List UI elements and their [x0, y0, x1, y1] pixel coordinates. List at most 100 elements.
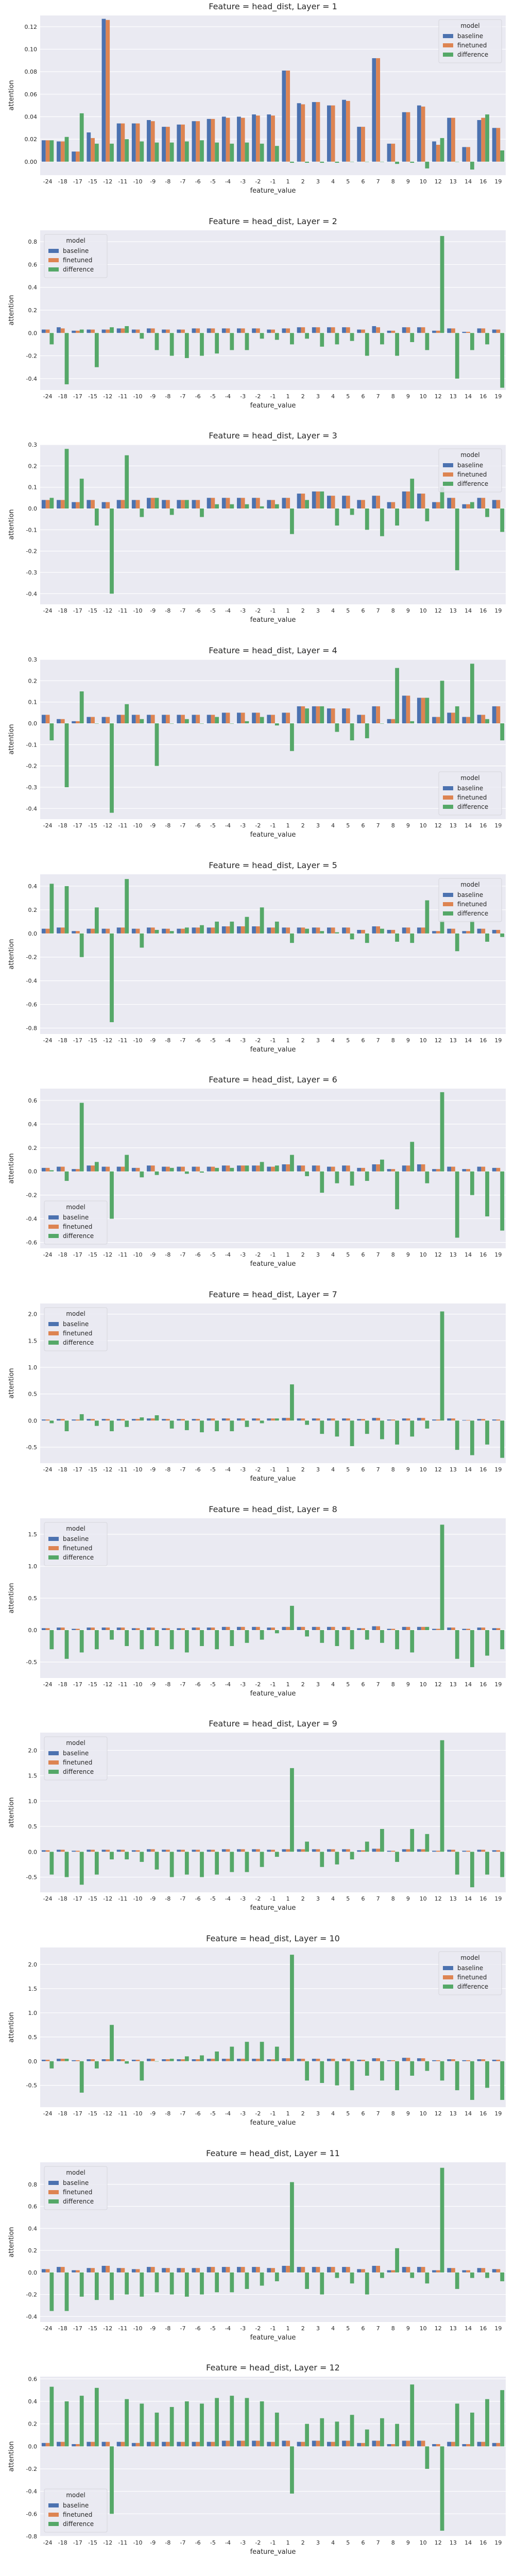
x-tick-label: -6 [195, 393, 201, 400]
x-tick-label: -18 [58, 1037, 67, 1044]
bar-finetuned [466, 1629, 470, 1630]
bar-finetuned [45, 2443, 50, 2447]
bar-finetuned [76, 721, 80, 723]
bar-baseline [237, 1418, 241, 1421]
bar-difference [440, 1524, 444, 1630]
bar-finetuned [421, 494, 425, 509]
x-tick-label: 5 [346, 822, 350, 829]
x-tick-label: -11 [118, 178, 127, 185]
x-tick-label: -24 [43, 1895, 53, 1902]
legend-entry: finetuned [457, 794, 487, 801]
bar-difference [94, 907, 99, 934]
bar-finetuned [106, 1166, 110, 1172]
bar-baseline [147, 1849, 151, 1852]
bar-baseline [357, 1628, 362, 1630]
y-tick-label: -0.8 [26, 2533, 37, 2540]
bar-finetuned [60, 719, 65, 723]
bar-difference [455, 1420, 459, 1450]
bar-baseline [432, 1419, 436, 1421]
y-axis-label: attention [8, 939, 15, 969]
bar-finetuned [331, 496, 335, 509]
legend-title: model [460, 22, 479, 29]
bar-baseline [477, 1627, 482, 1630]
bar-difference [500, 2061, 505, 2100]
x-tick-label: 6 [361, 2325, 365, 2332]
bar-difference [154, 723, 159, 766]
x-tick-label: 19 [494, 1895, 502, 1902]
bar-difference [79, 1630, 84, 1653]
bar-baseline [387, 719, 391, 723]
bar-difference [245, 2398, 249, 2447]
y-tick-label: 0.2 [28, 677, 37, 684]
bar-finetuned [301, 927, 305, 934]
bar-finetuned [226, 1849, 230, 1852]
legend-swatch [48, 258, 59, 262]
x-tick-label: 7 [376, 1037, 380, 1044]
x-tick-label: -11 [118, 393, 127, 400]
y-tick-label: -0.5 [26, 1444, 37, 1451]
bar-baseline [131, 715, 136, 723]
y-tick-label: 0.0 [28, 1168, 37, 1175]
bar-finetuned [406, 696, 410, 723]
bar-baseline [432, 717, 436, 723]
bar-difference [215, 2051, 219, 2061]
x-tick-label: -7 [180, 1466, 186, 1473]
bar-finetuned [76, 2270, 80, 2273]
legend-entry: difference [63, 2198, 94, 2205]
x-tick-label: -9 [150, 607, 156, 614]
x-tick-label: -2 [255, 1251, 261, 1258]
x-tick-label: -24 [43, 822, 53, 829]
bar-difference [500, 1172, 505, 1231]
bar-baseline [237, 498, 241, 509]
bar-finetuned [165, 127, 170, 162]
y-tick-label: 1.5 [28, 1986, 37, 1992]
bar-difference [395, 1172, 399, 1210]
bar-difference [365, 2429, 369, 2447]
bar-finetuned [361, 1628, 365, 1630]
bar-difference [49, 1170, 54, 1172]
bar-difference [140, 141, 144, 162]
bar-finetuned [376, 706, 381, 723]
bar-finetuned [421, 2266, 425, 2273]
bar-baseline [192, 927, 196, 934]
x-tick-label: 13 [450, 2325, 457, 2332]
bar-baseline [57, 141, 61, 162]
x-tick-label: 14 [465, 1895, 472, 1902]
bar-baseline [41, 329, 46, 333]
bar-difference [260, 1162, 264, 1172]
x-tick-label: 3 [316, 2539, 320, 2546]
bar-baseline [221, 2441, 226, 2447]
bar-difference [320, 1852, 324, 1868]
bar-finetuned [181, 500, 185, 509]
bar-baseline [237, 1849, 241, 1852]
legend-box [438, 19, 502, 63]
legend-title: model [460, 774, 479, 782]
plot-area [40, 1303, 506, 1463]
bar-finetuned [241, 1165, 245, 1172]
bar-difference [154, 142, 159, 162]
bar-finetuned [165, 928, 170, 934]
bar-finetuned [196, 121, 200, 162]
y-tick-label: 0.04 [25, 113, 37, 120]
bar-difference [425, 161, 430, 168]
y-tick-label: 0.2 [28, 463, 37, 470]
x-tick-label: -17 [73, 1895, 82, 1902]
bar-finetuned [135, 2059, 140, 2061]
bar-baseline [41, 1628, 46, 1630]
bar-difference [485, 2399, 489, 2447]
x-tick-label: 16 [479, 607, 487, 614]
bar-difference [169, 1630, 174, 1649]
bar-difference [380, 1829, 384, 1852]
bar-baseline [147, 1165, 151, 1172]
bar-baseline [87, 2267, 91, 2273]
x-tick-label: 12 [435, 1681, 442, 1688]
bar-difference [125, 2399, 129, 2447]
x-tick-label: 1 [286, 393, 290, 400]
bar-baseline [162, 715, 166, 723]
legend-title: model [66, 2169, 85, 2176]
legend-entry: baseline [63, 1750, 89, 1757]
